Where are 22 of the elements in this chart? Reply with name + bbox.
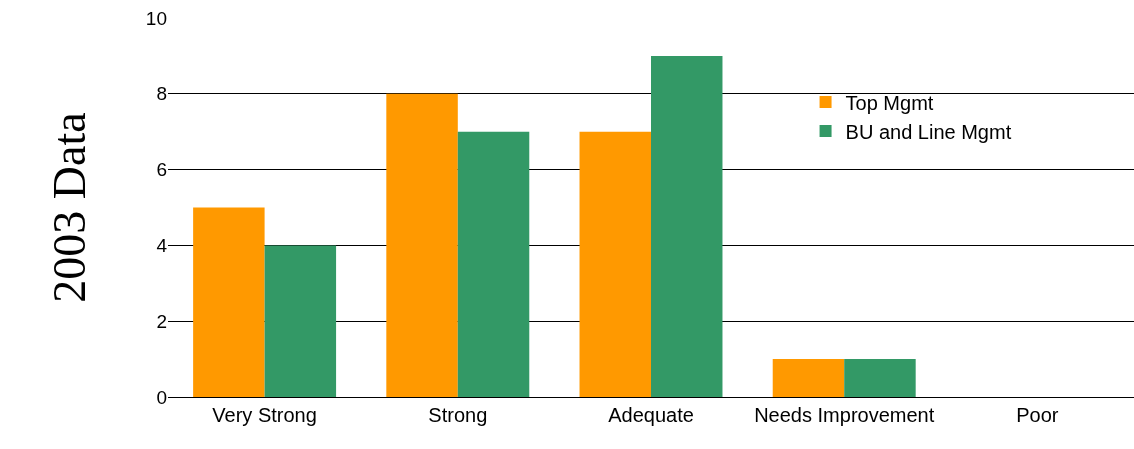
y-tick-label: 4 [156,235,168,257]
x-tick-label: Adequate [608,404,694,426]
x-tick-label: Very Strong [212,404,317,426]
legend-label: Top Mgmt [845,91,934,114]
x-tick-label: Needs Improvement [754,404,935,426]
legend-label: BU and Line Mgmt [845,120,1012,143]
bar [651,55,723,397]
bar [772,359,845,397]
y-tick-label: 2 [156,310,167,332]
x-tick-label: Strong [428,404,488,426]
y-tick-label: 10 [145,7,167,29]
bar [457,131,530,397]
bar [844,359,916,397]
bar [264,245,337,397]
bar [386,93,458,397]
y-tick-label: 0 [156,386,167,408]
y-tick-label: 6 [156,159,167,181]
x-tick-label: Poor [1016,404,1059,426]
bar [193,207,265,397]
bar [579,131,651,397]
y-axis-title: 2003 Data [44,112,96,303]
y-tick-label: 8 [156,83,167,105]
